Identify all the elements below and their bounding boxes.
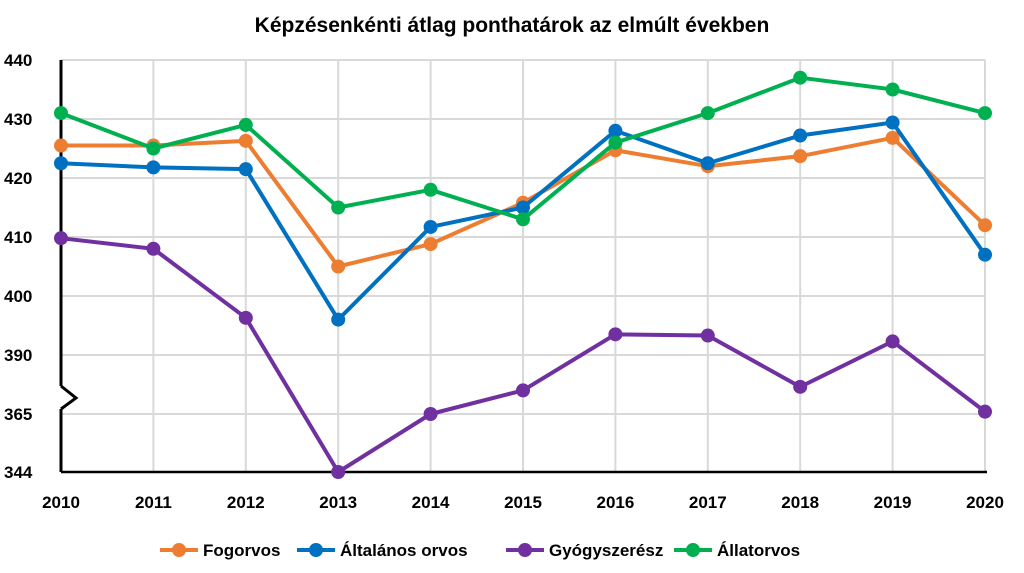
x-tick-label: 2011 [135,493,172,512]
data-point [54,138,68,153]
data-point [978,106,992,121]
data-point [885,130,900,145]
y-tick-label: 430 [4,110,32,129]
legend-label: Gyógyszerész [549,541,663,560]
data-point [331,200,346,215]
x-tick-label: 2010 [42,493,80,512]
data-point [700,328,715,343]
x-tick-label: 2014 [412,493,450,512]
data-point [978,404,992,419]
series-line [54,115,992,327]
data-point [516,212,530,227]
legend-swatch-marker [686,543,700,557]
data-point [423,237,438,252]
data-point [54,156,68,171]
legend: Fogorvos Általános orvos Gyógyszerész Állat… [160,541,800,560]
data-point [423,407,438,421]
x-tick-labels: 2010 2011 2012 2013 2014 2015 2016 2017 2018 2019… [42,493,1004,512]
x-tick-label: 2019 [874,493,912,512]
series [54,70,992,479]
y-axis-break [60,384,79,411]
legend-item: Általános orvos [297,541,468,560]
data-point [885,115,900,130]
data-point [793,70,808,85]
data-point [238,133,253,148]
x-tick-label: 2018 [781,493,819,512]
data-point [54,106,68,121]
y-tick-label: 440 [4,51,32,70]
data-point [608,135,623,150]
legend-swatch-marker [518,543,532,557]
chart-title: Képzésenkénti átlag ponthatárok az elmúl… [255,14,770,37]
data-point [978,218,992,233]
data-point [978,247,992,262]
data-point [423,219,438,234]
y-tick-label: 390 [4,346,32,365]
data-point [700,106,715,121]
grid [61,59,986,472]
y-tick-label: 410 [4,228,32,247]
data-point [516,383,530,398]
legend-label: Állatorvos [717,541,800,560]
x-tick-label: 2012 [227,493,265,512]
x-tick-label: 2020 [966,493,1004,512]
data-point [885,334,900,349]
data-point [793,128,808,143]
data-point [793,379,808,394]
legend-item: Fogorvos [160,541,280,560]
legend-label: Általános orvos [340,541,468,560]
y-tick-label: 420 [4,169,32,188]
legend-swatch-marker [309,543,323,557]
legend-label: Fogorvos [203,541,280,560]
x-tick-label: 2017 [689,493,727,512]
data-point [146,160,161,175]
legend-item: Állatorvos [674,541,800,560]
data-point [885,82,900,97]
data-point [608,327,623,342]
x-tick-label: 2016 [596,493,634,512]
data-point [331,465,346,479]
data-point [54,231,68,246]
x-tick-label: 2015 [504,493,542,512]
y-tick-labels: 440 430 420 410 400 390 365 344 [4,51,33,482]
legend-item: Gyógyszerész [506,541,663,560]
data-point [793,149,808,164]
data-point [238,117,253,132]
data-point [331,259,346,274]
data-point [146,141,161,156]
series-line [54,70,992,227]
data-point [146,241,161,256]
legend-swatch-marker [172,543,186,557]
y-tick-label: 365 [4,405,32,424]
data-point [331,312,346,327]
data-point [608,123,623,138]
x-tick-label: 2013 [319,493,357,512]
data-point [238,310,253,325]
data-point [516,200,530,215]
data-point [423,182,438,197]
data-point [238,162,253,177]
series-line [54,231,992,479]
data-point [700,156,715,171]
y-tick-label: 400 [4,287,32,306]
y-tick-label: 344 [4,463,33,482]
